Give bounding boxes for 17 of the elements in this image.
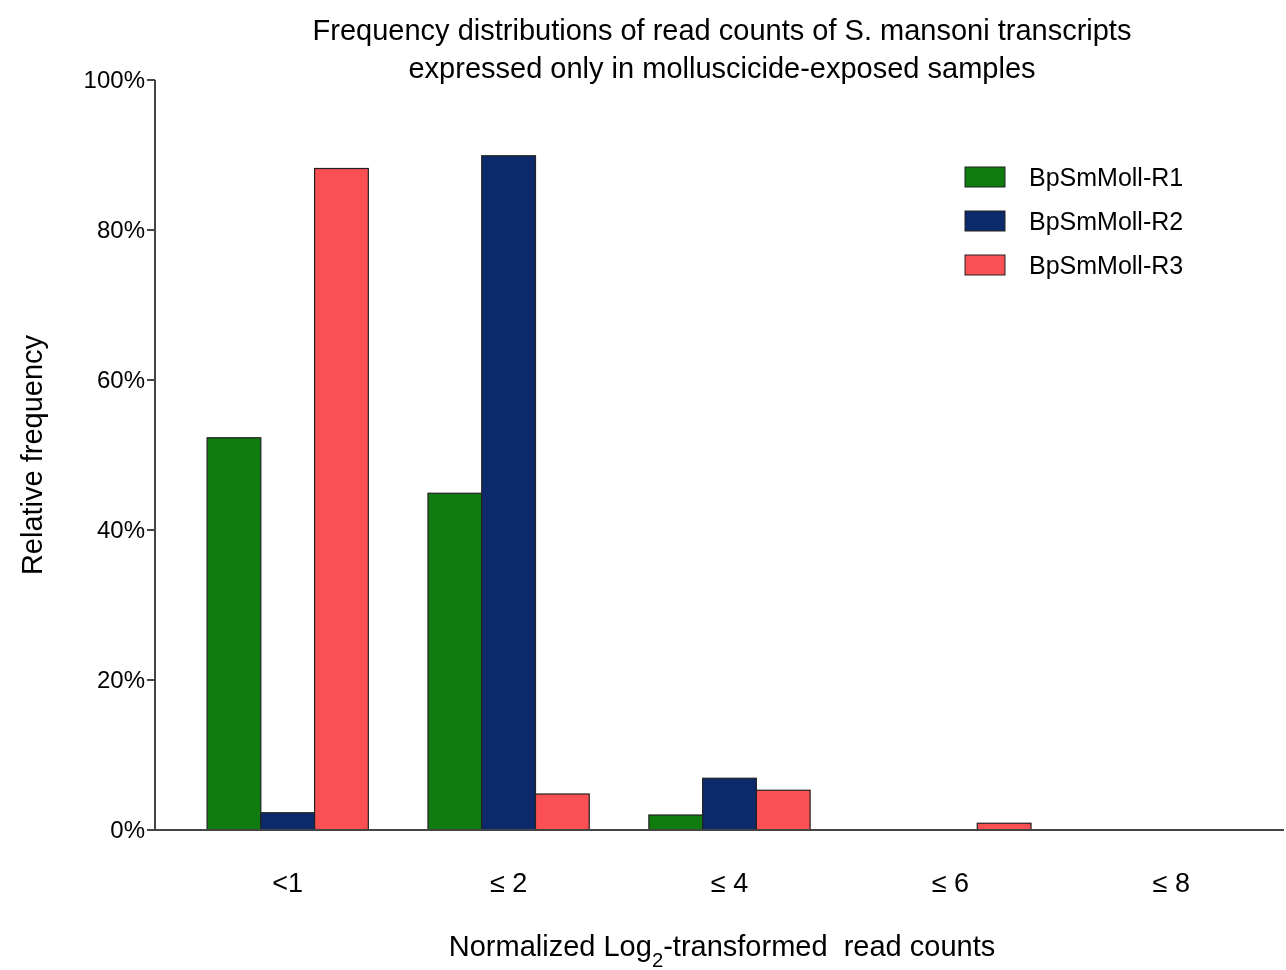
chart-title: Frequency distributions of read counts of S. mansoni transcripts expressed only in molluscicide-exposed samples bbox=[312, 14, 1132, 84]
x-tick-label: <1 bbox=[272, 868, 304, 898]
x-tick-label: ≤ 8 bbox=[1152, 868, 1190, 898]
y-tick-label: 0% bbox=[110, 816, 145, 844]
legend-label: BpSmMoll-R1 bbox=[1029, 162, 1184, 191]
x-tick-label: ≤ 4 bbox=[710, 868, 749, 898]
y-tick-label: 80% bbox=[96, 216, 145, 244]
legend-label: BpSmMoll-R3 bbox=[1029, 250, 1184, 279]
x-axis-title: Normalized Log$_{2}$-transformed read counts bbox=[448, 930, 996, 970]
y-tick-label: 40% bbox=[96, 516, 145, 544]
y-tick-label: 100% bbox=[83, 66, 145, 94]
y-axis-title: Relative frequency bbox=[16, 334, 48, 576]
x-tick-label: ≤ 6 bbox=[931, 868, 970, 898]
x-tick-label: ≤ 2 bbox=[489, 868, 528, 898]
y-tick-label: 60% bbox=[96, 366, 145, 394]
legend-label: BpSmMoll-R2 bbox=[1029, 206, 1184, 235]
y-tick-label: 20% bbox=[96, 666, 145, 694]
